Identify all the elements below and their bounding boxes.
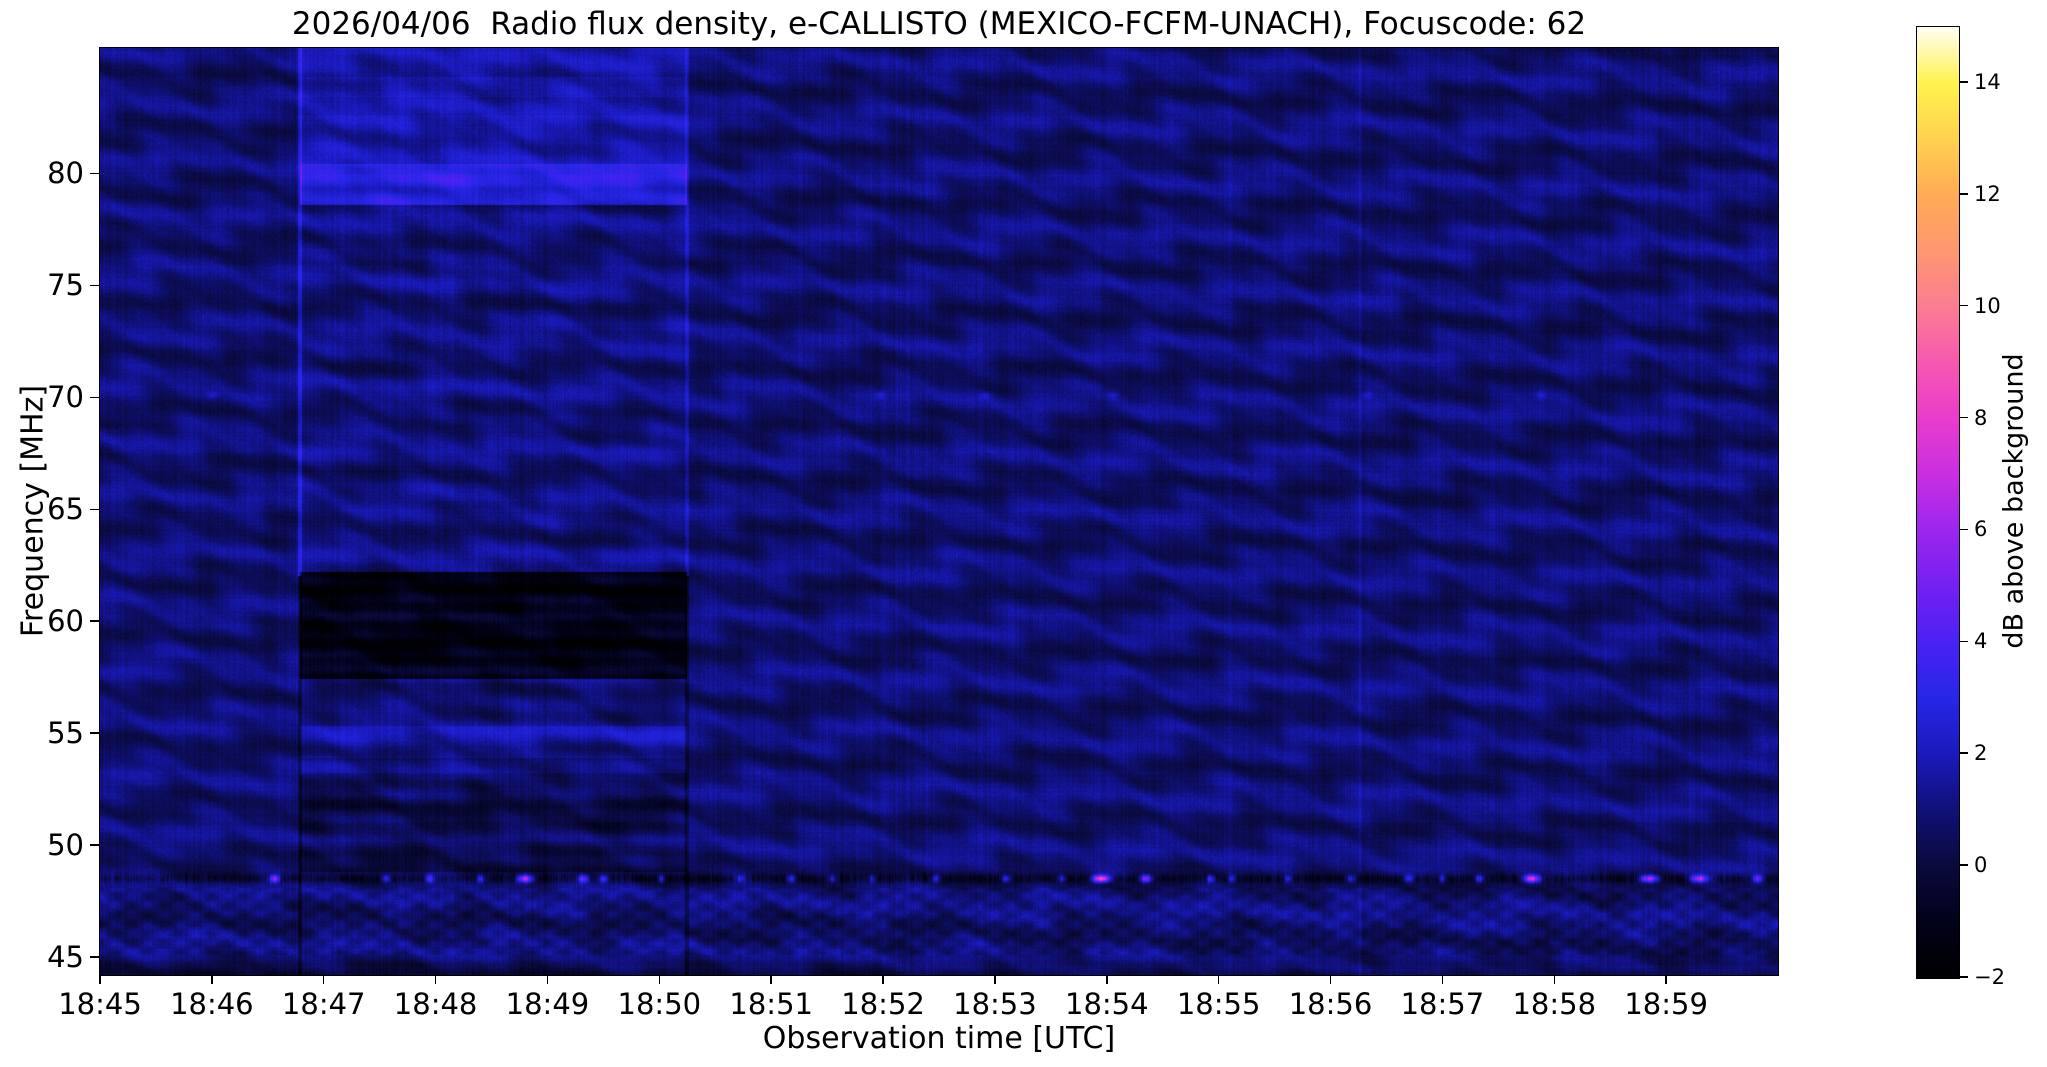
x-tick-mark xyxy=(994,975,996,984)
colorbar-tick-label: −2 xyxy=(1974,965,2005,989)
y-tick-label: 55 xyxy=(47,716,84,751)
x-tick-mark xyxy=(434,975,437,984)
y-tick-label: 80 xyxy=(47,156,84,191)
colorbar-tick-label: 10 xyxy=(1974,293,2001,318)
x-tick-label: 18:50 xyxy=(617,987,702,1021)
y-tick-mark xyxy=(90,620,100,622)
x-tick-label: 18:58 xyxy=(1512,987,1597,1021)
x-tick-label: 18:45 xyxy=(58,987,142,1021)
x-tick-mark xyxy=(1441,975,1444,984)
colorbar-tick-label: 4 xyxy=(1974,629,1988,654)
x-axis-label: Observation time [UTC] xyxy=(762,1021,1116,1056)
y-tick-mark xyxy=(90,172,100,175)
colorbar xyxy=(1916,26,1960,979)
y-tick-mark xyxy=(90,956,100,958)
y-tick-mark xyxy=(90,396,100,399)
x-tick-mark xyxy=(1553,975,1556,984)
x-tick-mark xyxy=(211,975,213,984)
x-tick-label: 18:53 xyxy=(953,987,1037,1021)
y-tick-mark xyxy=(90,508,100,510)
colorbar-tick-label: 2 xyxy=(1974,741,1988,766)
x-tick-mark xyxy=(322,975,325,984)
x-tick-mark xyxy=(658,975,661,984)
colorbar-tick-mark xyxy=(1960,304,1968,307)
y-tick-mark xyxy=(90,732,100,734)
x-tick-label: 18:49 xyxy=(505,987,590,1021)
x-tick-label: 18:52 xyxy=(841,987,925,1021)
y-tick-label: 70 xyxy=(47,380,84,415)
spectrogram-canvas xyxy=(100,48,1778,975)
x-tick-mark xyxy=(882,975,884,984)
y-tick-label: 60 xyxy=(47,604,84,639)
y-tick-label: 75 xyxy=(47,268,84,303)
colorbar-tick-label: 6 xyxy=(1974,517,1988,542)
colorbar-tick-mark xyxy=(1960,528,1968,531)
x-tick-mark xyxy=(546,975,549,984)
x-tick-label: 18:54 xyxy=(1065,987,1149,1021)
x-tick-mark xyxy=(770,975,772,984)
y-tick-mark xyxy=(90,284,100,287)
colorbar-tick-label: 14 xyxy=(1974,69,2001,94)
colorbar-tick-mark xyxy=(1960,976,1968,978)
x-tick-label: 18:56 xyxy=(1288,987,1373,1021)
x-tick-label: 18:48 xyxy=(393,987,478,1021)
y-tick-label: 50 xyxy=(47,828,84,863)
colorbar-label: dB above background xyxy=(1998,353,2030,649)
colorbar-tick-label: 12 xyxy=(1974,181,2001,206)
x-tick-label: 18:51 xyxy=(729,987,813,1021)
x-tick-mark xyxy=(1217,975,1220,984)
x-tick-label: 18:57 xyxy=(1400,987,1485,1021)
x-tick-label: 18:47 xyxy=(281,987,366,1021)
colorbar-tick-mark xyxy=(1960,416,1968,419)
x-tick-mark xyxy=(1106,975,1108,984)
x-tick-mark xyxy=(99,975,101,984)
colorbar-tick-mark xyxy=(1960,193,1968,195)
x-tick-label: 18:59 xyxy=(1624,987,1708,1021)
chart-title: 2026/04/06 Radio flux density, e-CALLIST… xyxy=(291,6,1587,42)
x-tick-label: 18:55 xyxy=(1176,987,1261,1021)
colorbar-tick-mark xyxy=(1960,752,1968,754)
colorbar-tick-label: 8 xyxy=(1974,405,1988,430)
x-tick-label: 18:46 xyxy=(170,987,254,1021)
colorbar-tick-label: 0 xyxy=(1974,853,1988,878)
colorbar-tick-mark xyxy=(1960,640,1968,643)
x-tick-mark xyxy=(1665,975,1667,984)
colorbar-tick-mark xyxy=(1960,864,1968,866)
y-tick-label: 45 xyxy=(47,940,84,975)
y-tick-mark xyxy=(90,844,100,846)
x-tick-mark xyxy=(1329,975,1332,984)
y-tick-label: 65 xyxy=(47,492,84,527)
colorbar-tick-mark xyxy=(1960,81,1968,83)
